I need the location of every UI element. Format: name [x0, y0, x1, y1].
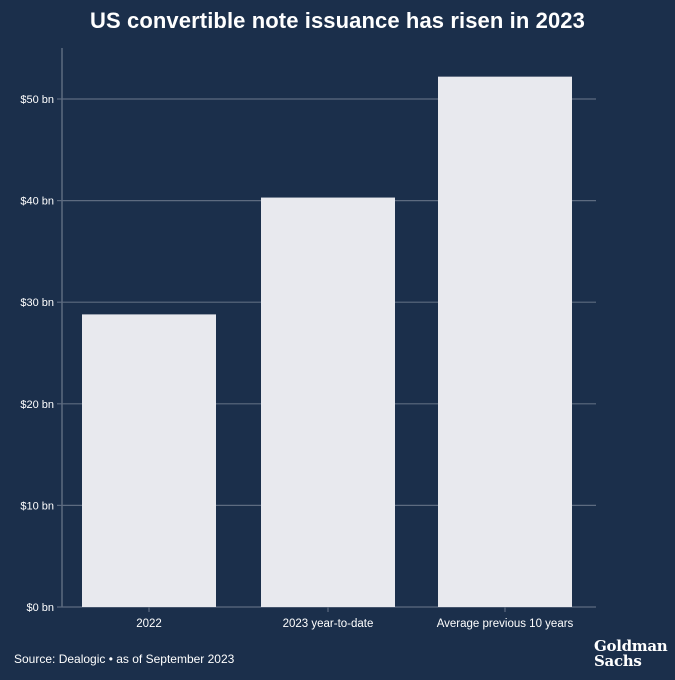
goldman-sachs-logo: Goldman Sachs	[594, 639, 667, 669]
bar-chart: $0 bn $10 bn $20 bn $30 bn $40 bn $50 bn 2022 2…	[0, 0, 675, 680]
source-note: Source: Dealogic • as of September 2023	[14, 652, 234, 666]
y-tick-label-0: $0 bn	[26, 602, 54, 614]
bar-1	[261, 198, 395, 607]
x-tick-label-0: 2022	[136, 618, 162, 630]
bar-2	[438, 77, 572, 607]
y-tick-label-40: $40 bn	[20, 196, 54, 208]
x-tick-label-1: 2023 year-to-date	[283, 618, 374, 630]
y-tick-label-30: $30 bn	[20, 297, 54, 309]
bar-0	[82, 314, 216, 607]
x-tick-label-2: Average previous 10 years	[437, 618, 574, 630]
logo-line-2: Sachs	[594, 654, 667, 669]
y-tick-label-10: $10 bn	[20, 500, 54, 512]
y-tick-label-50: $50 bn	[20, 94, 54, 106]
y-tick-label-20: $20 bn	[20, 399, 54, 411]
